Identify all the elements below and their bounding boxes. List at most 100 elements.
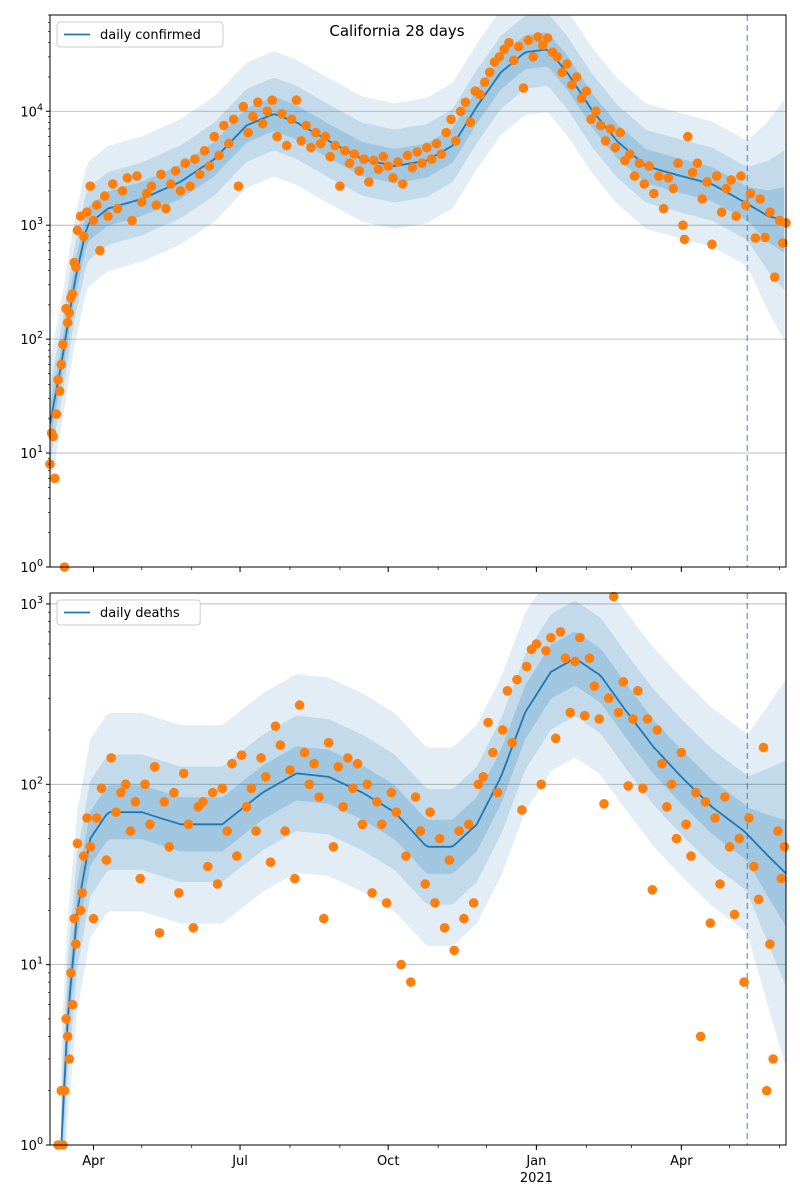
data-point-64 — [314, 792, 324, 802]
data-point-124 — [604, 693, 614, 703]
data-point-48 — [236, 750, 247, 760]
data-point-21 — [106, 753, 116, 763]
data-point-112 — [518, 83, 529, 93]
data-point-103 — [475, 89, 485, 100]
data-point-12 — [75, 905, 86, 916]
data-point-68 — [333, 762, 344, 772]
data-point-124 — [576, 93, 587, 104]
data-point-78 — [381, 898, 392, 908]
data-point-102 — [497, 725, 508, 735]
data-point-5 — [53, 375, 63, 385]
data-point-96 — [441, 127, 452, 138]
data-point-58 — [285, 765, 295, 775]
data-point-167 — [778, 238, 788, 248]
data-point-91 — [444, 855, 455, 865]
data-point-150 — [729, 909, 740, 920]
figure-title: California 28 days — [329, 22, 464, 40]
data-point-121 — [562, 59, 572, 69]
data-point-93 — [454, 826, 464, 836]
data-point-95 — [436, 149, 447, 159]
data-point-107 — [521, 661, 532, 672]
data-point-90 — [439, 923, 450, 933]
data-point-42 — [180, 158, 191, 168]
data-point-143 — [695, 1031, 706, 1042]
y-tick-label-0: 100 — [20, 1136, 43, 1154]
y-tick-label-2: 102 — [20, 775, 43, 793]
data-point-158 — [736, 171, 746, 181]
y-tick-label-0: 100 — [20, 558, 43, 576]
data-point-143 — [668, 183, 679, 194]
data-point-111 — [513, 41, 524, 52]
data-point-18 — [91, 813, 102, 823]
data-point-55 — [243, 127, 253, 138]
data-point-35 — [174, 888, 184, 898]
data-point-142 — [691, 787, 701, 798]
data-point-48 — [209, 131, 220, 142]
data-point-162 — [779, 842, 790, 852]
data-point-160 — [773, 826, 783, 836]
data-point-121 — [589, 681, 600, 691]
data-point-84 — [383, 161, 394, 171]
data-point-153 — [711, 171, 722, 181]
data-point-147 — [683, 131, 693, 142]
data-point-122 — [567, 80, 577, 90]
data-point-40 — [198, 797, 208, 807]
data-point-122 — [594, 714, 604, 724]
data-point-149 — [692, 158, 703, 168]
data-point-9 — [69, 913, 79, 924]
data-point-57 — [280, 826, 290, 836]
x-year-label: 2021 — [520, 1171, 553, 1186]
data-point-13 — [77, 888, 87, 898]
data-point-81 — [368, 155, 379, 166]
data-point-131 — [610, 142, 621, 153]
data-point-77 — [349, 149, 360, 159]
data-point-82 — [401, 851, 411, 861]
data-point-30 — [149, 762, 160, 772]
data-point-147 — [715, 879, 725, 889]
data-point-139 — [676, 747, 687, 758]
data-point-38 — [161, 203, 171, 214]
data-point-60 — [267, 95, 278, 105]
data-point-4 — [61, 1014, 71, 1024]
data-point-26 — [103, 211, 113, 221]
data-point-24 — [120, 779, 131, 790]
data-point-164 — [765, 207, 775, 217]
data-point-137 — [666, 779, 677, 790]
chart-panel-1: 100 101 102 103 104 daily confirmed — [20, 14, 791, 576]
data-point-37 — [183, 819, 194, 830]
data-point-123 — [571, 72, 582, 82]
data-point-29 — [117, 186, 128, 196]
data-point-150 — [697, 194, 708, 204]
data-point-80 — [364, 177, 374, 187]
data-point-50 — [219, 120, 229, 131]
data-point-33 — [164, 842, 174, 852]
confidence-band-1 — [61, 593, 786, 1145]
data-point-138 — [671, 833, 682, 844]
data-point-163 — [760, 232, 770, 243]
data-point-8 — [67, 999, 78, 1010]
data-point-62 — [304, 779, 315, 790]
data-point-125 — [608, 591, 619, 602]
data-point-12 — [64, 308, 75, 318]
data-point-80 — [391, 807, 402, 817]
data-point-60 — [294, 700, 305, 710]
data-point-142 — [663, 173, 674, 183]
data-point-72 — [325, 151, 336, 162]
data-point-27 — [135, 873, 145, 884]
data-point-82 — [373, 164, 384, 174]
data-point-56 — [248, 111, 258, 122]
y-tick-label-3: 103 — [20, 216, 43, 234]
data-point-132 — [642, 714, 653, 724]
data-point-38 — [188, 923, 199, 933]
data-point-157 — [731, 211, 741, 221]
data-point-85 — [388, 173, 398, 183]
x-tick-label-2: Oct — [377, 1154, 399, 1169]
data-point-99 — [455, 106, 466, 117]
data-point-154 — [749, 861, 759, 872]
data-point-129 — [600, 136, 611, 146]
data-point-2 — [48, 431, 58, 442]
data-point-118 — [575, 632, 585, 643]
data-point-33 — [137, 197, 147, 207]
data-point-74 — [362, 779, 373, 790]
data-point-131 — [637, 783, 648, 794]
